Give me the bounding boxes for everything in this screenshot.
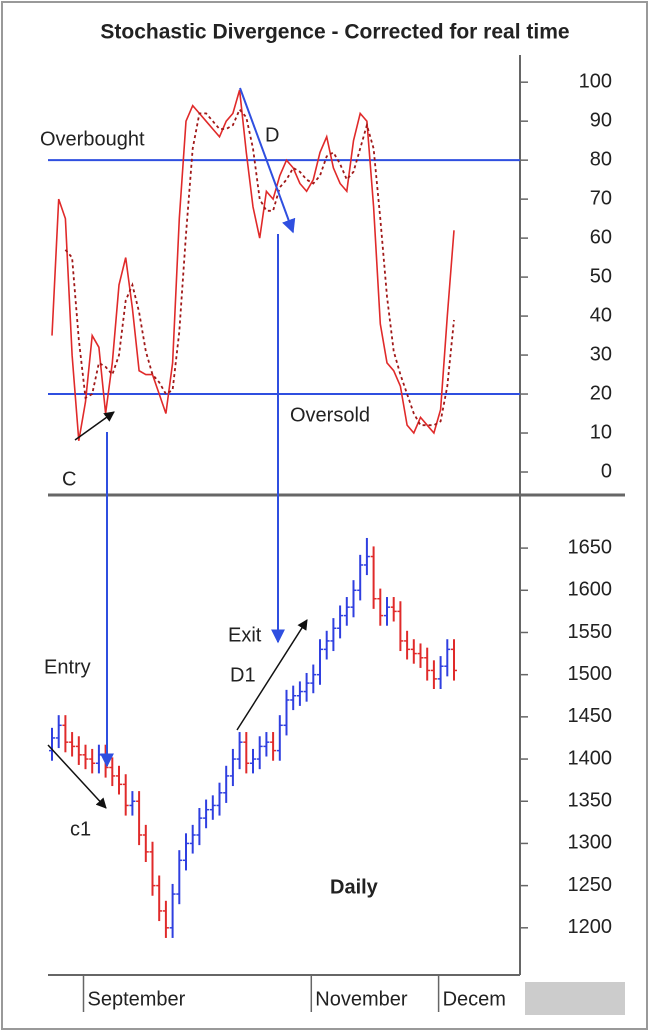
y-tick-label: 10 [590, 421, 612, 443]
y-tick-label: 20 [590, 382, 612, 404]
y-tick-label: 1500 [568, 663, 613, 685]
corner-box [525, 982, 625, 1015]
y-tick-label: 1300 [568, 832, 613, 854]
annotation: c1 [70, 818, 91, 840]
y-tick-label: 0 [601, 460, 612, 482]
annotation: C [62, 468, 76, 490]
plot-area: 0 10 20 30 40 50 60 70 80 90 100 Overbought Oversold… [40, 70, 612, 1012]
y-tick-label: 1650 [568, 536, 613, 558]
divergence-line [47, 744, 107, 809]
stoch-line [64, 107, 455, 427]
arrows [47, 87, 308, 809]
divergence-line [239, 87, 296, 234]
annotation: Daily [330, 876, 379, 898]
annotation: Entry [44, 656, 91, 678]
y-tick-label: 1600 [568, 579, 613, 601]
y-tick-label: 50 [590, 265, 612, 287]
y-tick-label: 1200 [568, 916, 613, 938]
annotation: D [265, 124, 279, 146]
annotation: Exit [228, 624, 262, 646]
stoch-line [51, 89, 455, 441]
level-label: Oversold [290, 404, 370, 426]
divergence-line [236, 619, 308, 731]
y-tick-label: 1450 [568, 705, 613, 727]
y-tick-label: 1350 [568, 790, 613, 812]
y-tick-label: 1250 [568, 874, 613, 896]
y-tick-label: 100 [579, 70, 612, 92]
y-tick-label: 1400 [568, 747, 613, 769]
annotation: D1 [230, 664, 256, 686]
y-tick-label: 40 [590, 304, 612, 326]
y-tick-label: 30 [590, 343, 612, 365]
y-tick-label: 1550 [568, 621, 613, 643]
divergence-line [74, 411, 115, 441]
y-tick-label: 70 [590, 187, 612, 209]
y-tick-label: 80 [590, 148, 612, 170]
x-tick-label: November [315, 988, 408, 1010]
chart-title: Stochastic Divergence - Corrected for re… [100, 21, 569, 44]
y-tick-label: 60 [590, 226, 612, 248]
y-tick-label: 90 [590, 109, 612, 131]
level-label: Overbought [40, 128, 145, 150]
x-tick-label: Decem [443, 988, 506, 1010]
x-tick-label: September [88, 988, 186, 1010]
